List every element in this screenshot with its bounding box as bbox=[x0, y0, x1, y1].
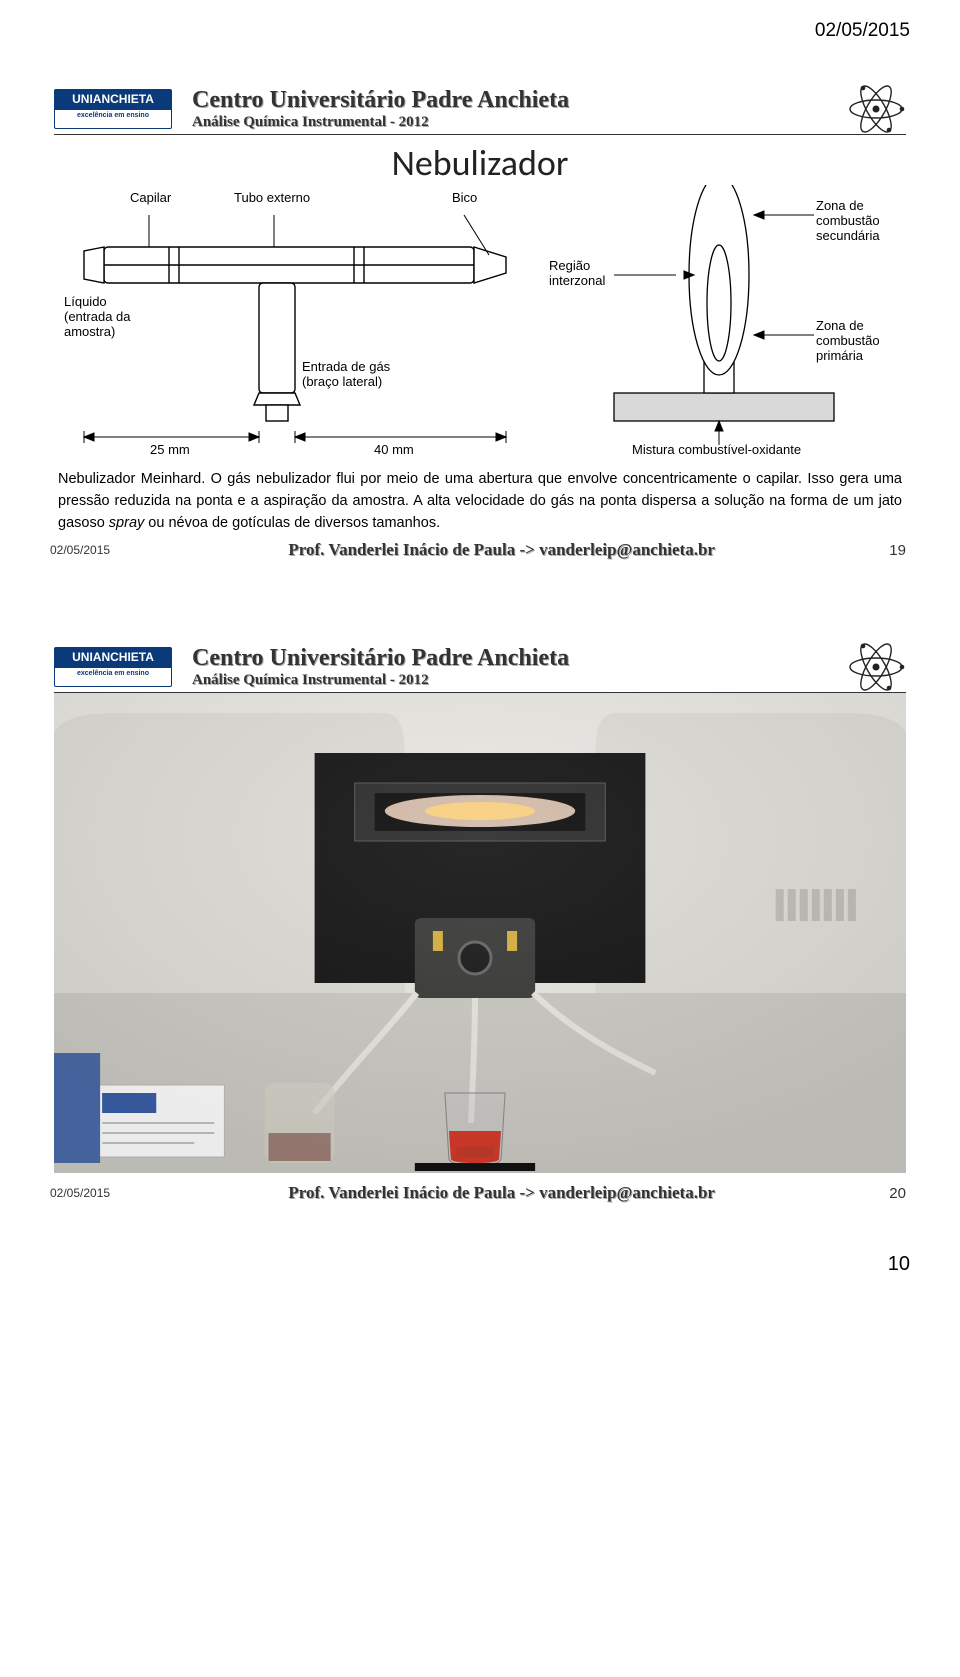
header-titles-2: Centro Universitário Padre Anchieta Anál… bbox=[182, 645, 836, 689]
slide-photo: UNIANCHIETA excelência em ensino Centro … bbox=[40, 630, 920, 1213]
paragraph-italic: spray bbox=[109, 515, 144, 531]
slide-nebulizador: UNIANCHIETA excelência em ensino Centro … bbox=[40, 72, 920, 570]
slide-header: UNIANCHIETA excelência em ensino Centro … bbox=[54, 84, 906, 135]
logo-tagline-2: excelência em ensino bbox=[55, 670, 171, 677]
label-mistura: Mistura combustível-oxidante bbox=[632, 443, 801, 458]
top-date: 02/05/2015 bbox=[40, 20, 920, 42]
footer-page-num-2: 20 bbox=[889, 1185, 906, 1202]
instrument-photo-svg bbox=[54, 693, 906, 1173]
label-dim-40: 40 mm bbox=[374, 443, 414, 458]
logo-tagline: excelência em ensino bbox=[55, 112, 171, 119]
label-capilar: Capilar bbox=[130, 191, 171, 206]
nebulizer-diagram: Capilar Tubo externo Bico Líquido (entra… bbox=[54, 185, 906, 465]
bottom-page-number: 10 bbox=[40, 1253, 920, 1276]
footer-credit: Prof. Vanderlei Inácio de Paula -> vande… bbox=[288, 540, 715, 560]
footer-page-num: 19 bbox=[889, 542, 906, 559]
label-zona-secundaria: Zona de combustão secundária bbox=[816, 199, 880, 244]
label-liquido: Líquido (entrada da amostra) bbox=[64, 295, 131, 340]
logo-text-2: UNIANCHIETA bbox=[72, 650, 154, 664]
logo-unianchieta-2: UNIANCHIETA excelência em ensino bbox=[54, 647, 172, 687]
paragraph: Nebulizador Meinhard. O gás nebulizador … bbox=[54, 469, 906, 534]
nebulizer-svg bbox=[54, 185, 904, 465]
footer-date-2: 02/05/2015 bbox=[50, 1186, 110, 1200]
logo-text: UNIANCHIETA bbox=[72, 92, 154, 106]
label-zona-primaria: Zona de combustão primária bbox=[816, 319, 880, 364]
atom-icon-2 bbox=[846, 642, 906, 692]
header-subtitle-2: Análise Química Instrumental - 2012 bbox=[192, 672, 836, 689]
instrument-photo bbox=[54, 693, 906, 1173]
footer-credit-2: Prof. Vanderlei Inácio de Paula -> vande… bbox=[288, 1183, 715, 1203]
header-titles: Centro Universitário Padre Anchieta Anál… bbox=[182, 87, 836, 131]
footer-date: 02/05/2015 bbox=[50, 543, 110, 557]
paragraph-tail: ou névoa de gotículas de diversos tamanh… bbox=[144, 515, 440, 531]
atom-icon bbox=[846, 84, 906, 134]
label-regiao-interzonal: Região interzonal bbox=[549, 259, 605, 289]
slide-title: Nebulizador bbox=[54, 141, 906, 185]
label-bico: Bico bbox=[452, 191, 477, 206]
header-subtitle: Análise Química Instrumental - 2012 bbox=[192, 114, 836, 131]
label-tubo-externo: Tubo externo bbox=[234, 191, 310, 206]
slide-footer: 02/05/2015 Prof. Vanderlei Inácio de Pau… bbox=[54, 540, 906, 560]
header-title: Centro Universitário Padre Anchieta bbox=[192, 87, 836, 114]
slide-header-2: UNIANCHIETA excelência em ensino Centro … bbox=[54, 642, 906, 693]
slide-footer-2: 02/05/2015 Prof. Vanderlei Inácio de Pau… bbox=[54, 1183, 906, 1203]
label-dim-25: 25 mm bbox=[150, 443, 190, 458]
label-entrada-gas: Entrada de gás (braço lateral) bbox=[302, 360, 390, 390]
page: 02/05/2015 UNIANCHIETA excelência em ens… bbox=[0, 0, 960, 1677]
logo-unianchieta: UNIANCHIETA excelência em ensino bbox=[54, 89, 172, 129]
header-title-2: Centro Universitário Padre Anchieta bbox=[192, 645, 836, 672]
